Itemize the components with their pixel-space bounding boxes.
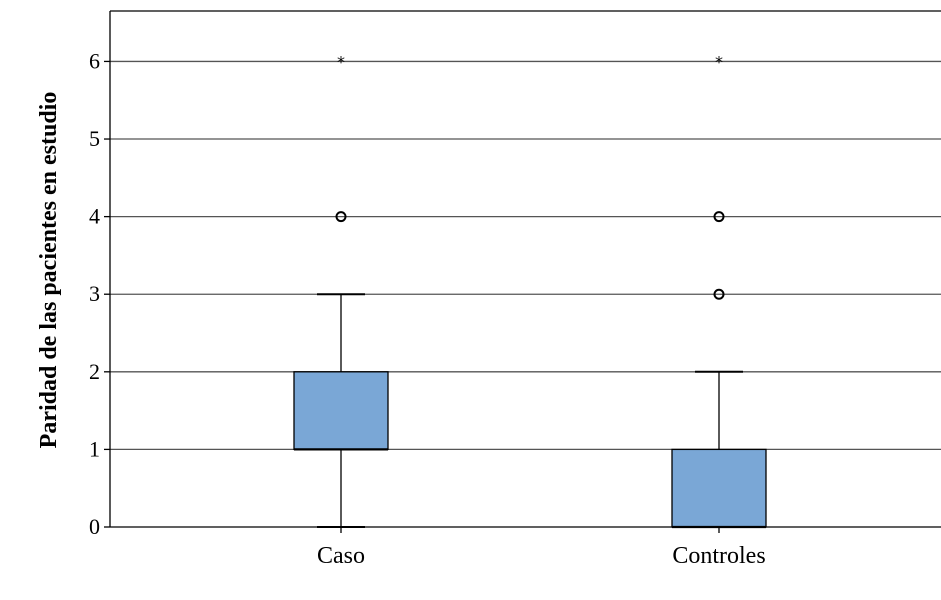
y-tick-label: 3 bbox=[89, 281, 100, 306]
outlier-point bbox=[713, 211, 725, 223]
extreme-point: * bbox=[715, 52, 723, 71]
y-tick-label: 2 bbox=[89, 359, 100, 384]
box-controles: * bbox=[671, 52, 767, 529]
extreme-point: * bbox=[337, 52, 345, 71]
y-tick-labels: 0 1 2 3 4 5 6 bbox=[89, 48, 100, 539]
outlier-point bbox=[335, 211, 347, 223]
x-category-labels: Caso Controles bbox=[317, 527, 766, 569]
x-category-label: Caso bbox=[317, 543, 365, 569]
y-axis-label: Paridad de las pacientes en estudio bbox=[36, 92, 62, 449]
y-tick-label: 0 bbox=[89, 514, 100, 539]
y-tick-label: 1 bbox=[89, 436, 100, 461]
iqr-box bbox=[293, 371, 389, 451]
plot-frame bbox=[109, 10, 941, 528]
y-tick-label: 5 bbox=[89, 126, 100, 151]
box-caso: * bbox=[293, 52, 389, 528]
y-tick-label: 4 bbox=[89, 204, 100, 229]
boxes: * * bbox=[293, 52, 767, 529]
grid-lines bbox=[104, 60, 941, 528]
outlier-point bbox=[713, 288, 725, 300]
iqr-box bbox=[671, 448, 767, 528]
y-tick-label: 6 bbox=[89, 48, 100, 73]
x-category-label: Controles bbox=[672, 543, 765, 569]
